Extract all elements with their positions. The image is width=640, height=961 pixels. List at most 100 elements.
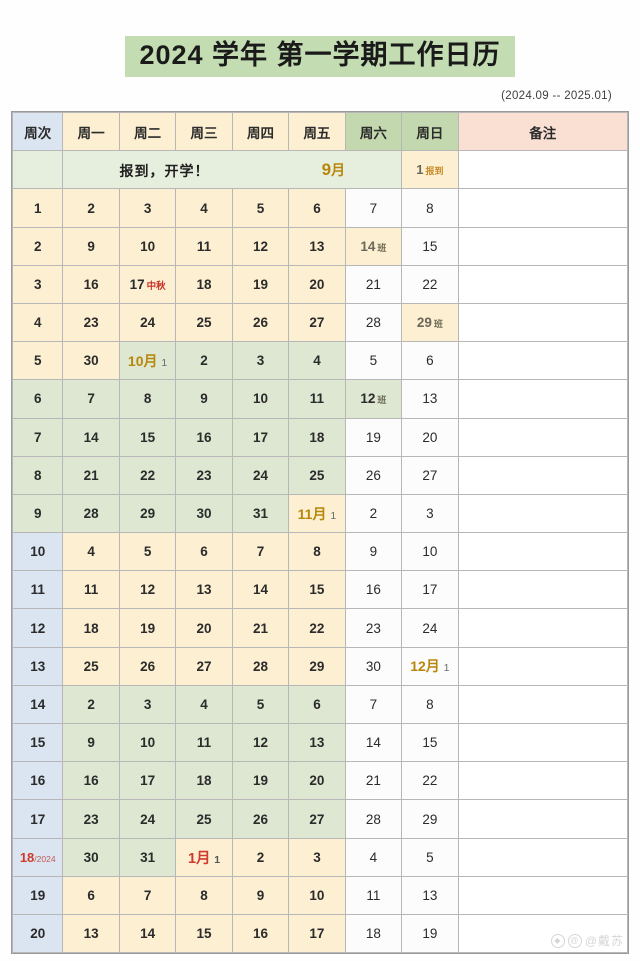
day-cell[interactable]: 18 <box>62 608 120 648</box>
day-cell[interactable]: 16 <box>344 570 403 610</box>
day-cell[interactable]: 1月 1 <box>175 837 233 877</box>
day-cell[interactable]: 20 <box>288 761 346 801</box>
day-cell[interactable]: 21 <box>344 264 403 304</box>
day-cell[interactable]: 29 <box>118 493 177 534</box>
day-cell[interactable]: 15 <box>401 723 459 763</box>
banner-note-cell[interactable] <box>457 150 629 190</box>
day-cell[interactable]: 24 <box>118 302 177 343</box>
day-cell[interactable]: 11 <box>175 723 233 763</box>
day-cell[interactable]: 10 <box>288 875 346 915</box>
note-cell[interactable] <box>457 913 629 954</box>
day-cell[interactable]: 4 <box>288 341 346 381</box>
day-cell[interactable]: 19 <box>401 913 459 954</box>
day-cell[interactable]: 15 <box>288 570 346 610</box>
day-cell[interactable]: 7 <box>344 684 403 725</box>
day-cell[interactable]: 17 中秋 <box>118 264 177 304</box>
day-cell[interactable]: 14 班 <box>344 226 403 266</box>
day-cell[interactable]: 17 <box>231 417 290 457</box>
day-cell[interactable]: 18 <box>175 761 233 801</box>
day-cell[interactable]: 24 <box>231 455 290 495</box>
day-cell[interactable]: 9 <box>231 875 290 915</box>
day-cell[interactable]: 6 <box>175 532 233 572</box>
day-cell[interactable]: 5 <box>118 532 177 572</box>
day-cell[interactable]: 16 <box>62 761 120 801</box>
day-cell[interactable]: 16 <box>231 913 290 954</box>
day-cell[interactable]: 12 <box>118 570 177 610</box>
day-cell[interactable]: 10 <box>231 379 290 419</box>
day-cell[interactable]: 8 <box>401 684 459 725</box>
day-cell[interactable]: 2 <box>231 837 290 877</box>
day-cell[interactable]: 27 <box>288 302 346 343</box>
day-cell[interactable]: 20 <box>175 608 233 648</box>
day-cell[interactable]: 17 <box>401 570 459 610</box>
day-cell[interactable]: 13 <box>401 875 459 915</box>
day-cell[interactable]: 2 <box>344 493 403 534</box>
day-cell[interactable]: 9 <box>62 226 120 266</box>
note-cell[interactable] <box>457 646 629 686</box>
day-cell[interactable]: 22 <box>288 608 346 648</box>
day-cell[interactable]: 6 <box>62 875 120 915</box>
day-cell[interactable]: 19 <box>344 417 403 457</box>
note-cell[interactable] <box>457 684 629 725</box>
day-cell[interactable]: 5 <box>231 684 290 725</box>
day-cell[interactable]: 30 <box>62 341 120 381</box>
day-cell[interactable]: 2 <box>175 341 233 381</box>
note-cell[interactable] <box>457 875 629 915</box>
day-cell[interactable]: 9 <box>175 379 233 419</box>
day-cell[interactable]: 18 <box>288 417 346 457</box>
day-cell[interactable]: 28 <box>62 493 120 534</box>
day-cell[interactable]: 23 <box>62 302 120 343</box>
day-cell[interactable]: 29 <box>288 646 346 686</box>
note-cell[interactable] <box>457 379 629 419</box>
day-cell[interactable]: 30 <box>344 646 403 686</box>
day-cell[interactable]: 12 班 <box>344 379 403 419</box>
day-cell[interactable]: 22 <box>118 455 177 495</box>
day-cell[interactable]: 14 <box>344 723 403 763</box>
day-cell[interactable]: 9 <box>344 532 403 572</box>
day-cell[interactable]: 12 <box>231 723 290 763</box>
day-cell[interactable]: 5 <box>401 837 459 877</box>
day-cell[interactable]: 15 <box>118 417 177 457</box>
day-cell[interactable]: 15 <box>401 226 459 266</box>
day-cell[interactable]: 13 <box>288 723 346 763</box>
day-cell[interactable]: 3 <box>288 837 346 877</box>
day-cell[interactable]: 28 <box>344 799 403 839</box>
day-cell[interactable]: 12 <box>231 226 290 266</box>
day-cell[interactable]: 15 <box>175 913 233 954</box>
note-cell[interactable] <box>457 608 629 648</box>
day-cell[interactable]: 20 <box>401 417 459 457</box>
day-cell[interactable]: 22 <box>401 761 459 801</box>
day-cell[interactable]: 7 <box>344 188 403 228</box>
day-cell[interactable]: 18 <box>344 913 403 954</box>
day-cell[interactable]: 31 <box>231 493 290 534</box>
day-cell[interactable]: 11 <box>288 379 346 419</box>
day-cell[interactable]: 29 <box>401 799 459 839</box>
day-cell[interactable]: 6 <box>288 684 346 725</box>
day-cell[interactable]: 3 <box>231 341 290 381</box>
day-cell[interactable]: 8 <box>288 532 346 572</box>
note-cell[interactable] <box>457 264 629 304</box>
day-cell[interactable]: 26 <box>231 302 290 343</box>
note-cell[interactable] <box>457 302 629 343</box>
day-cell[interactable]: 31 <box>118 837 177 877</box>
day-cell[interactable]: 3 <box>401 493 459 534</box>
day-cell[interactable]: 17 <box>288 913 346 954</box>
day-cell[interactable]: 10 <box>118 226 177 266</box>
day-cell[interactable]: 25 <box>175 799 233 839</box>
day-cell[interactable]: 11月 1 <box>288 493 346 534</box>
day-cell[interactable]: 19 <box>231 264 290 304</box>
note-cell[interactable] <box>457 723 629 763</box>
day-cell[interactable]: 7 <box>118 875 177 915</box>
day-cell[interactable]: 10 <box>401 532 459 572</box>
day-cell[interactable]: 22 <box>401 264 459 304</box>
day-cell[interactable]: 10 <box>118 723 177 763</box>
day-cell[interactable]: 28 <box>231 646 290 686</box>
note-cell[interactable] <box>457 341 629 381</box>
day-cell[interactable]: 8 <box>401 188 459 228</box>
day-cell[interactable]: 13 <box>175 570 233 610</box>
day-cell[interactable]: 23 <box>62 799 120 839</box>
day-cell[interactable]: 26 <box>344 455 403 495</box>
day-cell[interactable]: 21 <box>231 608 290 648</box>
note-cell[interactable] <box>457 570 629 610</box>
day-cell[interactable]: 16 <box>62 264 120 304</box>
